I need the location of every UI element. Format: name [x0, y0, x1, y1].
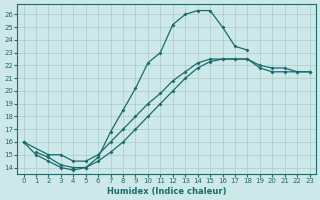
X-axis label: Humidex (Indice chaleur): Humidex (Indice chaleur): [107, 187, 226, 196]
